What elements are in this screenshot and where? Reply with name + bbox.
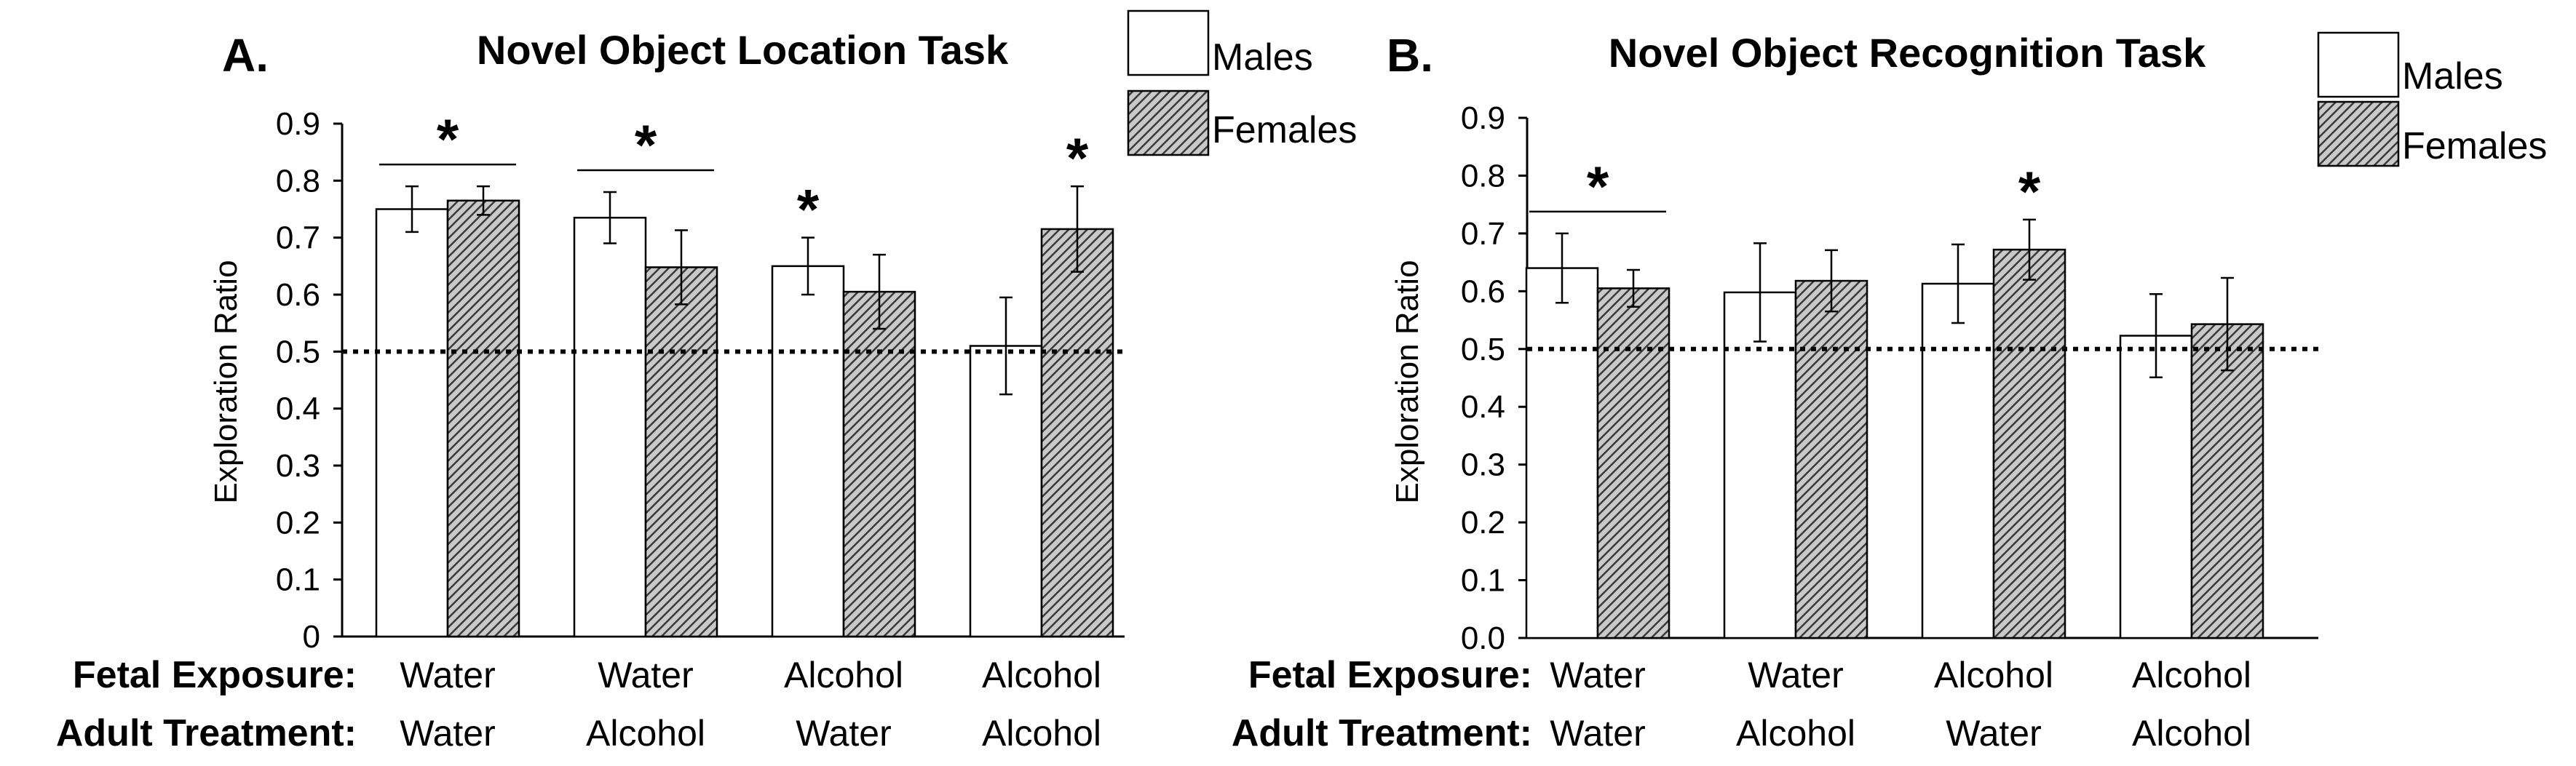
panel-a-significance-star: *: [437, 107, 459, 171]
panel-a-bar-males-0: [375, 208, 449, 638]
panel-a-legend-label-males: Males: [1212, 36, 1313, 79]
panel-a-category-adult-label: Alcohol: [586, 713, 705, 754]
panel-b-category-fetal-label: Alcohol: [2132, 655, 2251, 695]
panel-a-bar-females-2: [842, 290, 916, 638]
panel-b-bar-males-0: [1525, 267, 1599, 639]
panel-b-category-fetal-label: Alcohol: [1934, 655, 2053, 695]
panel-b-y-tick-label: 0.1: [1461, 563, 1505, 599]
panel-b-category-adult-label: Water: [1946, 713, 2042, 754]
panel-a-category-adult-label: Alcohol: [982, 713, 1101, 754]
panel-a-y-tick-label: 0.2: [276, 505, 320, 540]
panel-a-bar-females-1: [644, 266, 718, 638]
panel-a-letter: A.: [222, 29, 269, 81]
panel-b-adult-treatment-label: Adult Treatment:: [1232, 712, 1532, 754]
panel-a-y-tick-label: 0.7: [276, 220, 320, 256]
panel-b-y-tick-label: 0.6: [1461, 274, 1505, 309]
panel-b: B. Novel Object Recognition Task Explora…: [1387, 29, 2547, 504]
panel-b-y-tick-label: 0.8: [1461, 158, 1505, 194]
panel-a-category-adult-label: Water: [400, 713, 496, 754]
panel-a-significance-star: *: [797, 177, 820, 242]
panel-a-y-axis-label: Exploration Ratio: [208, 260, 244, 503]
panel-a: A. Novel Object Location Task Exploratio…: [208, 9, 1357, 504]
panel-a-y-tick-label: 0.5: [276, 334, 320, 370]
panel-b-legend-swatch-females: [2317, 100, 2400, 167]
panel-a-category-fetal-label: Alcohol: [784, 655, 903, 695]
panel-a-legend-swatch-females: [1127, 89, 1210, 156]
panel-b-y-tick-label: 0.9: [1461, 100, 1505, 136]
panel-b-y-axis-label: Exploration Ratio: [1390, 260, 1425, 503]
panel-b-category-adult-label: Alcohol: [2132, 713, 2251, 754]
panel-a-bar-males-2: [771, 265, 845, 638]
panel-a-bar-females-0: [446, 199, 520, 638]
panel-a-y-tick-label: 0.3: [276, 448, 320, 484]
panel-a-y-tick-label: 0.8: [276, 163, 320, 199]
panel-b-letter: B.: [1387, 29, 1433, 81]
panel-b-bar-males-2: [1921, 282, 1995, 639]
panel-b-y-tick-label: 0.3: [1461, 447, 1505, 483]
panel-b-category-fetal-label: Water: [1748, 655, 1844, 695]
panel-a-title: Novel Object Location Task: [477, 27, 1009, 73]
panel-a-significance-star: *: [1066, 126, 1089, 190]
panel-a-category-adult-label: Water: [796, 713, 892, 754]
panel-b-legend-label-males: Males: [2402, 55, 2503, 97]
panel-a-legend: Males Females: [1127, 9, 1357, 156]
panel-b-legend-swatch-males: [2317, 31, 2400, 98]
panel-a-y-tick-label: 0.6: [276, 277, 320, 313]
panel-a-category-fetal-label: Water: [598, 655, 694, 695]
panel-b-category-adult-label: Alcohol: [1736, 713, 1855, 754]
panel-b-legend: Males Females: [2317, 31, 2547, 167]
panel-b-y-tick-label: 0.0: [1461, 621, 1505, 656]
panel-b-title: Novel Object Recognition Task: [1609, 30, 2206, 76]
panel-a-y-tick-label: 0: [303, 619, 320, 655]
panel-a-category-fetal-label: Alcohol: [982, 655, 1101, 695]
panel-a-adult-treatment-label: Adult Treatment:: [56, 712, 357, 754]
panel-b-legend-label-females: Females: [2402, 125, 2547, 167]
panel-a-legend-swatch-males: [1127, 9, 1210, 76]
panel-a-y-tick-label: 0.9: [276, 106, 320, 142]
panel-a-significance-star: *: [635, 113, 657, 177]
panel-b-y-tick-label: 0.2: [1461, 505, 1505, 540]
panel-b-y-tick-label: 0.5: [1461, 332, 1505, 367]
x-row-labels: Fetal Exposure: Adult Treatment: Fetal E…: [56, 654, 1532, 754]
panel-b-y-tick-label: 0.4: [1461, 389, 1505, 425]
panel-b-significance-star: *: [1587, 154, 1609, 218]
panel-a-y-tick-label: 0.4: [276, 391, 320, 427]
panel-b-bar-males-1: [1723, 291, 1797, 639]
panel-a-y-tick-label: 0.1: [276, 562, 320, 598]
panel-a-fetal-exposure-label: Fetal Exposure:: [73, 654, 357, 696]
panel-a-plot: 0 0.1 0.2 0.3 0.4 0.5 0.6 0.7 0.8 0.9 Water Water Wa…: [276, 106, 1125, 754]
panel-a-bar-females-3: [1040, 228, 1114, 638]
panel-a-legend-label-females: Females: [1212, 109, 1357, 151]
panel-b-significance-star: *: [2018, 159, 2041, 223]
panel-b-bar-females-2: [1992, 248, 2066, 639]
panel-b-bar-females-1: [1794, 279, 1868, 639]
panel-a-category-fetal-label: Water: [400, 655, 496, 695]
panel-a-bar-males-1: [573, 217, 647, 638]
panel-b-y-tick-label: 0.7: [1461, 216, 1505, 252]
panel-b-bar-males-3: [2119, 335, 2193, 639]
panel-b-plot: 0.0 0.1 0.2 0.3 0.4 0.5 0.6 0.7 0.8 0.9 Water Water…: [1461, 100, 2318, 754]
panel-b-bar-females-0: [1596, 287, 1671, 639]
panel-b-fetal-exposure-label: Fetal Exposure:: [1248, 654, 1532, 696]
panel-b-category-fetal-label: Water: [1550, 655, 1646, 695]
panel-b-category-adult-label: Water: [1550, 713, 1646, 754]
